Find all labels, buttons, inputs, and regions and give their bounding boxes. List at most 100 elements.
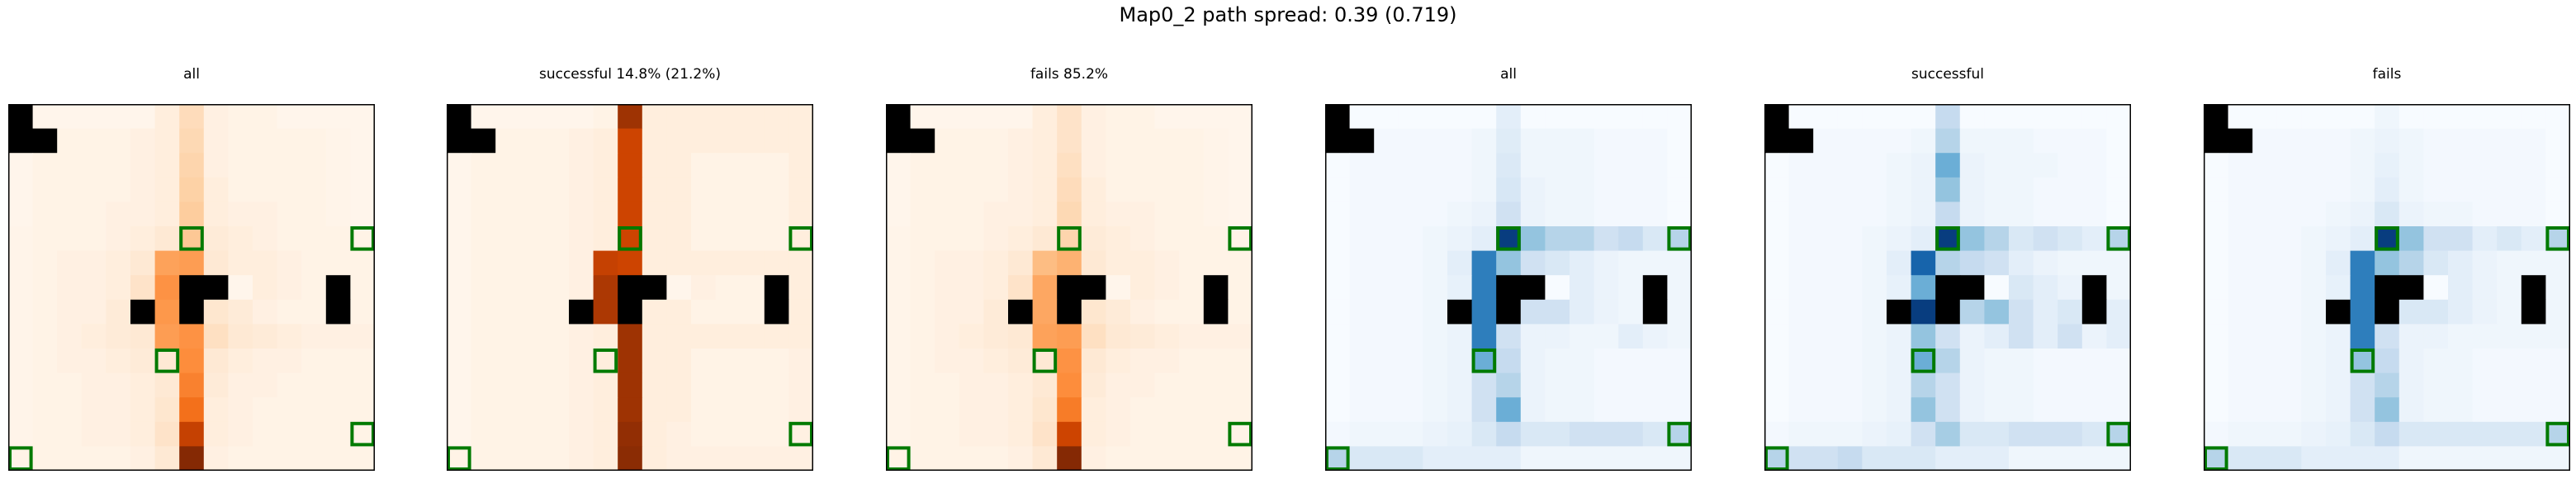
heatmap-cell — [1179, 324, 1205, 349]
heatmap-cell — [1618, 421, 1644, 447]
heatmap-cell — [764, 104, 789, 130]
goal-marker — [350, 421, 375, 447]
heatmap-cell — [1837, 372, 1863, 398]
heatmap-cell — [1471, 250, 1497, 276]
heatmap-cell — [1813, 250, 1839, 276]
heatmap-cell — [1667, 275, 1692, 301]
heatmap-cell — [1349, 153, 1375, 178]
heatmap-cell — [2350, 299, 2375, 325]
wall-cell — [1959, 275, 1985, 301]
heatmap-cell — [2033, 177, 2058, 202]
wall-cell — [32, 128, 58, 154]
heatmap-cell — [886, 250, 912, 276]
heatmap-cell — [2472, 104, 2498, 130]
heatmap-cell — [1203, 153, 1229, 178]
heatmap-cell — [959, 421, 984, 447]
heatmap-cell — [666, 226, 692, 252]
heatmap-cell — [2497, 349, 2522, 374]
heatmap-cell — [1935, 226, 1961, 252]
heatmap-cell — [2228, 324, 2253, 349]
heatmap-cell — [2228, 349, 2253, 374]
heatmap-cell — [1837, 153, 1863, 178]
heatmap-cell — [2448, 226, 2474, 252]
heatmap-cell — [1106, 299, 1131, 325]
heatmap-cell — [495, 104, 521, 130]
goal-marker — [2204, 446, 2228, 471]
heatmap-cell — [2472, 226, 2498, 252]
heatmap-cell — [1813, 226, 1839, 252]
heatmap-cell — [2497, 446, 2522, 471]
heatmap-cell — [8, 202, 34, 227]
heatmap-cell — [593, 446, 618, 471]
heatmap-cell — [1887, 397, 1912, 423]
heatmap-cell — [495, 177, 521, 202]
heatmap-cell — [81, 153, 107, 178]
heatmap-cell — [2497, 250, 2522, 276]
heatmap-cell — [2033, 299, 2058, 325]
heatmap-cell — [1447, 275, 1473, 301]
heatmap-cell — [1545, 446, 1570, 471]
figure-title: Map0_2 path spread: 0.39 (0.719) — [1119, 3, 1457, 26]
heatmap-cell — [1984, 372, 2010, 398]
heatmap-cell — [2228, 104, 2253, 130]
heatmap-cell — [253, 421, 278, 447]
heatmap-cell — [1667, 104, 1692, 130]
heatmap-cell — [1570, 397, 1595, 423]
heatmap-cell — [1667, 177, 1692, 202]
heatmap-cell — [1349, 324, 1375, 349]
heatmap-cell — [2204, 349, 2229, 374]
heatmap-cell — [1570, 202, 1595, 227]
heatmap-cell — [1496, 446, 1522, 471]
heatmap-cell — [2497, 275, 2522, 301]
heatmap-cell — [277, 275, 302, 301]
heatmap-cell — [1423, 226, 1448, 252]
heatmap-cell — [301, 202, 327, 227]
heatmap-cell — [2057, 177, 2083, 202]
heatmap-cell — [130, 104, 156, 130]
heatmap-cell — [2106, 421, 2131, 447]
heatmap-cell — [471, 397, 496, 423]
wall-cell — [1057, 275, 1082, 301]
heatmap-cell — [203, 349, 229, 374]
heatmap-cell — [1374, 421, 1399, 447]
heatmap-cell — [1228, 202, 1252, 227]
heatmap-cell — [1887, 324, 1912, 349]
heatmap-cell — [2448, 372, 2474, 398]
heatmap-cell — [2350, 128, 2375, 154]
heatmap-cell — [1959, 397, 1985, 423]
heatmap-cell — [1057, 250, 1082, 276]
heatmap-cell — [886, 324, 912, 349]
heatmap-cell — [1057, 104, 1082, 130]
heatmap-cell — [277, 299, 302, 325]
heatmap-cell — [1154, 299, 1180, 325]
heatmap-cell — [1154, 324, 1180, 349]
heatmap-cell — [1667, 128, 1692, 154]
heatmap-cell — [203, 177, 229, 202]
heatmap-cell — [1228, 153, 1252, 178]
heatmap-cell — [2057, 446, 2083, 471]
wall-cell — [642, 275, 667, 301]
heatmap-cell — [959, 104, 984, 130]
heatmap-cell — [1374, 202, 1399, 227]
heatmap-cell — [1179, 153, 1205, 178]
heatmap-cell — [1325, 275, 1351, 301]
heatmap-cell — [301, 397, 327, 423]
heatmap-cell — [519, 372, 545, 398]
heatmap-cell — [1154, 202, 1180, 227]
heatmap-cell — [447, 421, 472, 447]
heatmap-cell — [32, 446, 58, 471]
heatmap-cell — [2276, 177, 2302, 202]
heatmap-cell — [2545, 250, 2570, 276]
heatmap-cell — [1593, 349, 1619, 374]
heatmap-cell — [1984, 177, 2010, 202]
heatmap-cell — [228, 446, 253, 471]
heatmap-cell — [2009, 299, 2034, 325]
heatmap-cell — [1081, 202, 1106, 227]
heatmap-cell — [983, 372, 1009, 398]
heatmap-cell — [32, 177, 58, 202]
heatmap-cell — [2081, 372, 2107, 398]
heatmap-cell — [154, 250, 180, 276]
heatmap-cell — [983, 397, 1009, 423]
heatmap-cell — [1179, 349, 1205, 374]
heatmap-cell — [1593, 250, 1619, 276]
